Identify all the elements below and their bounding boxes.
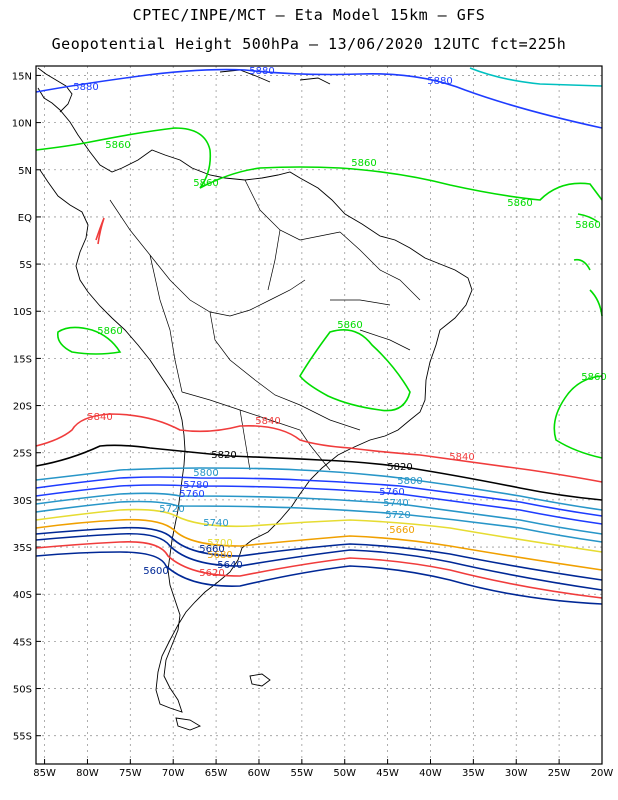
- lat-tick-label: 10N: [12, 119, 32, 130]
- lat-tick-label: 15S: [13, 354, 32, 365]
- contour-5840: [35, 413, 603, 483]
- falkland-islands: [249, 673, 271, 687]
- lon-tick-label: 60W: [248, 768, 271, 779]
- lat-tick-label: 55S: [13, 732, 32, 743]
- contour-label: 5860: [97, 326, 122, 337]
- lat-tick-label: 35S: [13, 543, 32, 554]
- contour-label: 5620: [199, 568, 224, 579]
- lat-tick-label: 5S: [19, 260, 32, 271]
- contour-5620: [35, 540, 603, 599]
- contour-5820: [35, 444, 603, 501]
- contour-label: 5800: [397, 476, 422, 487]
- central-america-coast: [37, 67, 73, 113]
- contour-5680: [35, 518, 603, 571]
- contour-label: 5860: [575, 220, 600, 231]
- contour-5880: [469, 67, 603, 87]
- contour-5840-blob: [95, 217, 105, 245]
- cuba-coast: [219, 69, 271, 83]
- contour-label: 5660: [389, 525, 414, 536]
- contour-label: 5860: [507, 198, 532, 209]
- contour-labels: 5880 5880 5880 5860 5860 5860 5860 5860 5860 5860…: [73, 66, 606, 579]
- tierra-del-fuego: [175, 717, 202, 731]
- contour-5760: [35, 484, 603, 525]
- contour-label: 5820: [387, 462, 412, 473]
- contour-label: 5840: [87, 412, 112, 423]
- contour-label: 5680: [207, 550, 232, 561]
- contour-label: 5820: [211, 450, 236, 461]
- map-subtitle: Geopotential Height 500hPa – 13/06/2020 …: [51, 35, 567, 53]
- contour-label: 5880: [427, 76, 452, 87]
- contour-5600: [35, 551, 603, 605]
- lat-tick-label: 10S: [13, 307, 32, 318]
- contour-label: 5840: [255, 416, 280, 427]
- lat-tick-label: 30S: [13, 496, 32, 507]
- lat-tick-label: 40S: [13, 590, 32, 601]
- lat-tick-label: 50S: [13, 685, 32, 696]
- lat-tick-label: 15N: [12, 71, 32, 82]
- map-frame: [35, 65, 603, 765]
- contour-label: 5880: [73, 82, 98, 93]
- lon-tick-label: 65W: [205, 768, 228, 779]
- contour-label: 5660: [199, 544, 224, 555]
- contour-label: 5860: [193, 178, 218, 189]
- lat-tick-label: 25S: [13, 449, 32, 460]
- contour-label: 5700: [207, 538, 232, 549]
- contour-5660: [35, 526, 603, 581]
- contour-label: 5640: [217, 560, 242, 571]
- contour-label: 5860: [337, 320, 362, 331]
- lat-tick-label: EQ: [18, 213, 32, 224]
- lon-tick-label: 40W: [419, 768, 442, 779]
- contour-label: 5800: [193, 468, 218, 479]
- contour-label: 5760: [379, 487, 404, 498]
- contour-label: 5720: [385, 510, 410, 521]
- map-title: CPTEC/INPE/MCT – Eta Model 15km – GFS: [132, 6, 486, 24]
- contour-5720: [35, 500, 603, 543]
- lon-tick-label: 45W: [376, 768, 399, 779]
- lon-tick-label: 20W: [591, 768, 614, 779]
- lon-tick-label: 55W: [291, 768, 314, 779]
- axis-labels: 15N 10N 5N EQ 5S 10S 15S 20S 25S 30S 35S 40S 45S 50S 5…: [12, 71, 614, 779]
- south-america-coast: [37, 87, 473, 713]
- contour-label: 5860: [351, 158, 376, 169]
- contour-5880: [35, 68, 603, 129]
- lon-tick-label: 75W: [119, 768, 142, 779]
- lat-tick-label: 5N: [18, 166, 32, 177]
- lat-tick-label: 20S: [13, 402, 32, 413]
- contour-label: 5740: [383, 498, 408, 509]
- contour-5640: [35, 532, 603, 591]
- lon-tick-label: 80W: [76, 768, 99, 779]
- contour-5860: [35, 127, 603, 459]
- height-contours: [35, 67, 603, 605]
- contour-label: 5740: [203, 518, 228, 529]
- hispaniola-coast: [299, 77, 331, 85]
- contour-label: 5760: [179, 489, 204, 500]
- lon-tick-label: 25W: [548, 768, 571, 779]
- lon-tick-label: 35W: [462, 768, 485, 779]
- lat-tick-label: 45S: [13, 637, 32, 648]
- contour-5700: [35, 508, 603, 553]
- contour-5780: [35, 476, 603, 517]
- country-borders: [109, 179, 421, 471]
- lon-tick-label: 85W: [33, 768, 56, 779]
- contour-label: 5720: [159, 504, 184, 515]
- contour-label: 5860: [581, 372, 606, 383]
- contour-label: 5880: [249, 66, 274, 77]
- lon-tick-label: 30W: [505, 768, 528, 779]
- lon-tick-label: 70W: [162, 768, 185, 779]
- contour-label: 5600: [143, 566, 168, 577]
- contour-5800: [35, 467, 603, 511]
- lon-tick-label: 50W: [333, 768, 356, 779]
- contour-label: 5840: [449, 452, 474, 463]
- coastlines: [37, 67, 473, 731]
- contour-5740: [35, 492, 603, 535]
- contour-label: 5860: [105, 140, 130, 151]
- contour-label: 5780: [183, 480, 208, 491]
